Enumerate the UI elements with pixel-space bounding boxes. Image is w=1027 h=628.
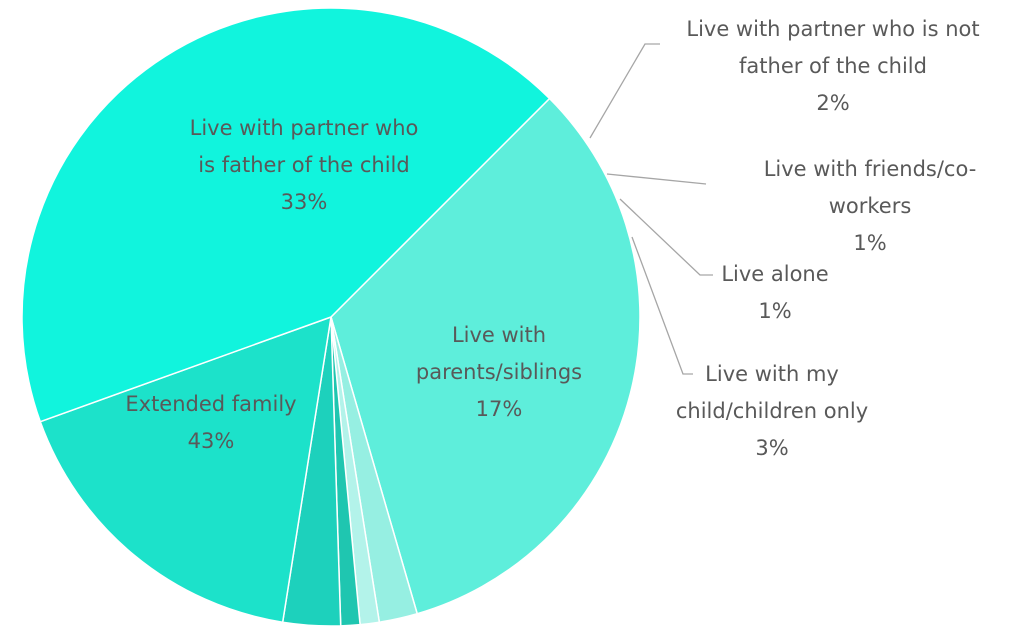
slice-name-label: Live with friends/co- <box>764 157 977 181</box>
slice-value-label: 17% <box>476 397 523 421</box>
slice-name-label: workers <box>829 194 912 218</box>
slice-name-label: Live alone <box>721 262 828 286</box>
pie-slice-extended-family <box>21 7 551 423</box>
slice-name-label: parents/siblings <box>416 360 582 384</box>
leader-line-live-with-my-child-children-only <box>631 236 693 375</box>
pie-slice-live-with-parents-siblings <box>39 316 332 623</box>
pie-slices <box>21 7 641 627</box>
pie-slice-live-with-partner-who-is-father-of-the-child <box>330 97 641 615</box>
slice-labels: Live with partner who is father of the ch… <box>125 17 979 460</box>
slice-label-extended-family: Extended family 43% <box>125 392 296 453</box>
slice-name-label: Live with <box>452 323 546 347</box>
slice-value-label: 43% <box>188 429 235 453</box>
slice-name-label: father of the child <box>739 54 927 78</box>
slice-value-label: 1% <box>853 231 886 255</box>
slice-value-label: 33% <box>281 190 328 214</box>
slice-name-label: child/children only <box>676 399 868 423</box>
slice-value-label: 2% <box>816 91 849 115</box>
slice-value-label: 1% <box>758 299 791 323</box>
slice-label-live-with-my-child-children-only: Live with my child/children only 3% <box>676 362 868 460</box>
slice-value-label: 3% <box>755 436 788 460</box>
slice-label-live-with-parents-siblings: Live with parents/siblings 17% <box>416 323 582 421</box>
slice-name-label: Live with partner who <box>190 116 419 140</box>
slice-label-live-with-partner-who-is-father-of-the-child: Live with partner who is father of the ch… <box>190 116 419 214</box>
slice-name-label: Live with partner who is not <box>686 17 979 41</box>
slice-name-label: Live with my <box>705 362 839 386</box>
slice-name-label: is father of the child <box>198 153 409 177</box>
leader-line-live-with-partner-who-is-not-father-of-the-child <box>589 43 660 139</box>
slice-name-label: Extended family <box>125 392 296 416</box>
leader-lines <box>589 43 713 375</box>
leader-line-live-with-friends-co-workers <box>606 173 707 185</box>
leader-line-live-alone <box>619 198 713 276</box>
slice-label-live-alone: Live alone 1% <box>721 262 828 323</box>
slice-label-live-with-friends-co-workers: Live with friends/co-workers 1% <box>764 157 977 255</box>
slice-label-live-with-partner-who-is-not-father-of-the-child: Live with partner who is not father of th… <box>686 17 979 115</box>
